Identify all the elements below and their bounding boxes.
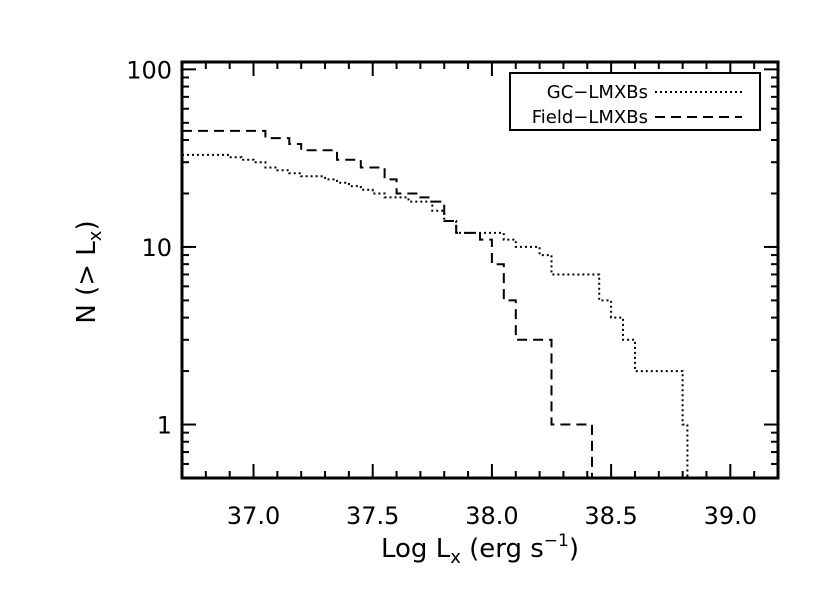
y-axis-title-close: ) (72, 220, 102, 230)
plot-frame (180, 60, 780, 480)
legend: GC−LMXBs Field−LMXBs (509, 72, 761, 131)
x-axis-title: Log Lx (erg s−1) (381, 531, 579, 568)
y-tick-label: 1 (157, 412, 172, 440)
x-tick-label: 39.0 (704, 502, 757, 530)
x-tick-label: 38.0 (465, 502, 518, 530)
legend-box (509, 72, 761, 131)
x-tick-label: 37.0 (227, 502, 280, 530)
y-axis-title-main: N (> L (72, 241, 102, 324)
y-tick-label: 100 (126, 56, 172, 84)
y-axis-title: N (> Lx) (72, 220, 106, 323)
x-axis-title-sub: x (450, 547, 461, 568)
x-tick-label: 38.5 (584, 502, 637, 530)
x-axis-title-units: (erg s (461, 534, 544, 564)
legend-label-field: Field−LMXBs (532, 107, 648, 128)
tick-layer: 37.0 37.5 38.0 38.5 39.0 1 10 100 (126, 56, 779, 530)
x-axis-title-main: Log L (381, 534, 451, 564)
legend-label-gc: GC−LMXBs (547, 82, 648, 103)
x-tick-label: 37.5 (346, 502, 399, 530)
x-axis-title-sup: −1 (544, 531, 569, 551)
series-layer (182, 129, 689, 478)
y-tick-label: 10 (141, 234, 172, 262)
x-axis-title-close: ) (569, 534, 579, 564)
series-line-gc-lmxbs (182, 153, 689, 478)
y-axis-title-sub: x (85, 230, 106, 241)
series-line-field-lmxbs (182, 129, 593, 478)
